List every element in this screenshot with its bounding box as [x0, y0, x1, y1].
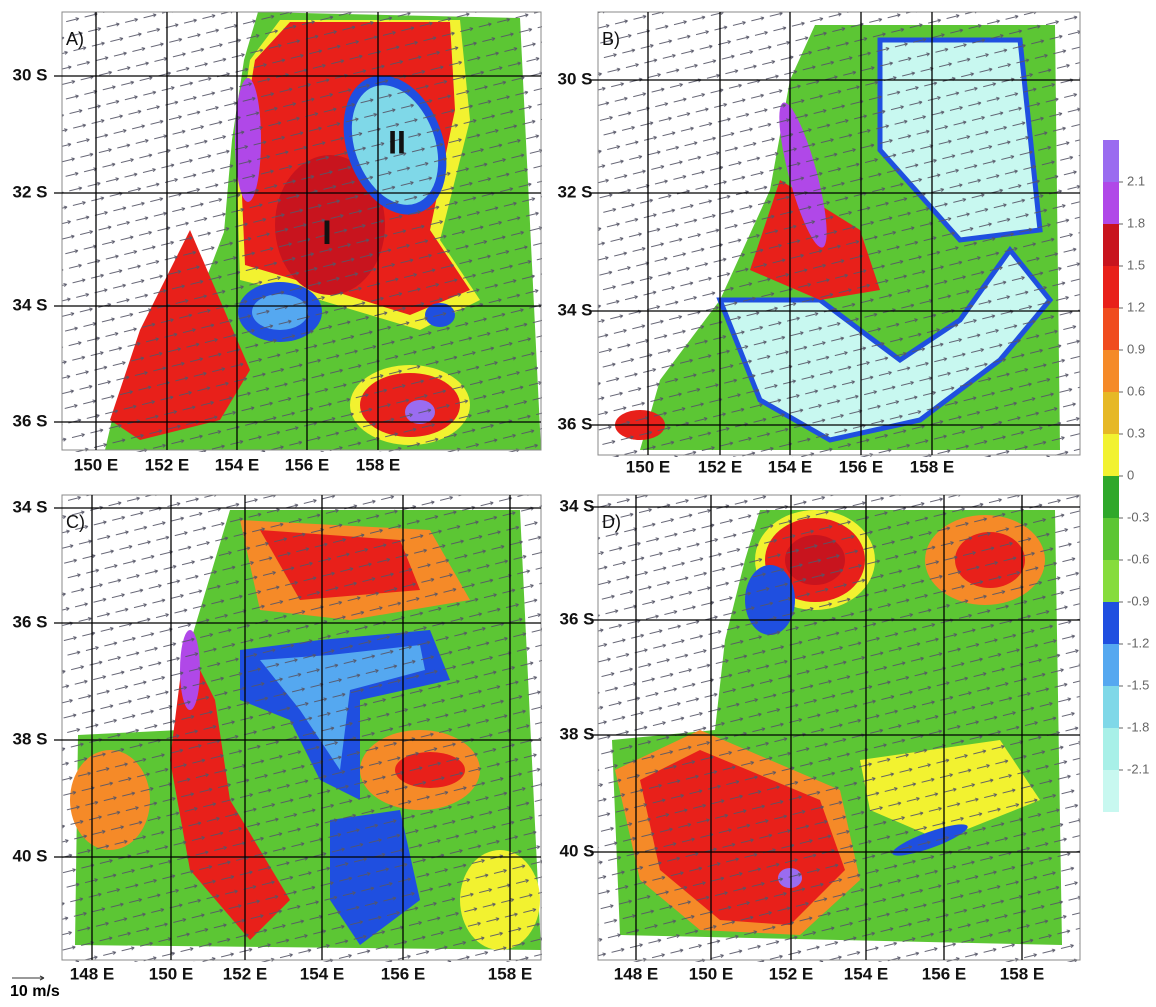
lon-tick-label: 148 E	[614, 964, 658, 983]
panel-frame	[597, 494, 1081, 961]
lat-tick-label: 34 S	[13, 497, 48, 516]
colorbar-tick-label: 0.9	[1127, 341, 1145, 356]
lat-tick-label: 40 S	[13, 846, 48, 865]
colorbar-bin	[1103, 770, 1119, 812]
panel-label: A)	[66, 29, 84, 49]
lat-tick-label: 40 S	[560, 841, 595, 860]
colorbar-tick-label: -0.3	[1127, 509, 1149, 524]
colorbar-tick-label: 1.5	[1127, 257, 1145, 272]
lon-tick-label: 154 E	[215, 455, 259, 474]
lon-tick-label: 150 E	[626, 457, 670, 476]
lat-tick-label: 38 S	[13, 729, 48, 748]
lon-tick-label: 158 E	[488, 964, 532, 983]
colorbar-tick-label: 1.8	[1127, 215, 1145, 230]
colorbar-bin	[1103, 686, 1119, 728]
lat-tick-label: 30 S	[558, 69, 593, 88]
lon-tick-label: 158 E	[356, 455, 400, 474]
lat-tick-label: 32 S	[13, 182, 48, 201]
panel-frame	[597, 11, 1081, 456]
map-panel-b	[598, 12, 1080, 457]
lat-tick-label: 34 S	[13, 295, 48, 314]
lon-tick-label: 152 E	[145, 455, 189, 474]
colorbar-bin	[1103, 308, 1119, 350]
scale-label: 10 m/s	[10, 983, 60, 1000]
lon-tick-label: 154 E	[844, 964, 888, 983]
colorbar-tick-label: 0.6	[1127, 383, 1145, 398]
lon-tick-label: 156 E	[839, 457, 883, 476]
map-panel-d	[598, 495, 1080, 962]
colorbar-bin	[1103, 266, 1119, 308]
lat-tick-label: 34 S	[560, 496, 595, 515]
colorbar-tick-label: 1.2	[1127, 299, 1145, 314]
colorbar-tick-label: -0.6	[1127, 551, 1149, 566]
lon-tick-label: 152 E	[698, 457, 742, 476]
colorbar-bin	[1103, 224, 1119, 266]
colorbar-bin	[1103, 140, 1119, 182]
lat-tick-label: 36 S	[13, 411, 48, 430]
panel-frame	[61, 11, 542, 451]
colorbar-tick-label: -1.8	[1127, 719, 1149, 734]
scale-arrow-head	[39, 975, 45, 981]
lon-tick-label: 154 E	[768, 457, 812, 476]
lon-tick-label: 156 E	[922, 964, 966, 983]
colorbar-bin	[1103, 434, 1119, 476]
lat-tick-label: 38 S	[560, 724, 595, 743]
colorbar-bin	[1103, 602, 1119, 644]
colorbar-tick-label: -1.2	[1127, 635, 1149, 650]
panel-frame	[61, 494, 542, 961]
lat-tick-label: 30 S	[13, 65, 48, 84]
lon-tick-label: 158 E	[1000, 964, 1044, 983]
annotation: I	[322, 214, 331, 252]
lon-tick-label: 156 E	[381, 964, 425, 983]
annotation: II	[388, 124, 406, 160]
panel-label: B)	[602, 29, 620, 49]
lon-tick-label: 154 E	[300, 964, 344, 983]
colorbar-tick-label: 2.1	[1127, 173, 1145, 188]
colorbar-bin	[1103, 476, 1119, 518]
lat-tick-label: 36 S	[13, 612, 48, 631]
colorbar-tick-label: -1.5	[1127, 677, 1149, 692]
colorbar-tick-label: 0.3	[1127, 425, 1145, 440]
colorbar-bin	[1103, 518, 1119, 560]
map-panel-c	[62, 495, 542, 962]
lon-tick-label: 152 E	[769, 964, 813, 983]
colorbar-bin	[1103, 728, 1119, 770]
colorbar-tick-label: 0	[1127, 467, 1134, 482]
lon-tick-label: 152 E	[223, 964, 267, 983]
colorbar-bin	[1103, 644, 1119, 686]
lon-tick-label: 150 E	[149, 964, 193, 983]
colorbar-bin	[1103, 392, 1119, 434]
lat-tick-label: 36 S	[560, 609, 595, 628]
lon-tick-label: 156 E	[285, 455, 329, 474]
lon-tick-label: 150 E	[689, 964, 733, 983]
lat-tick-label: 32 S	[558, 182, 593, 201]
colorbar-bin	[1103, 560, 1119, 602]
lon-tick-label: 150 E	[74, 455, 118, 474]
lat-tick-label: 36 S	[558, 414, 593, 433]
colorbar-bin	[1103, 182, 1119, 224]
panel-label: D)	[602, 512, 621, 532]
lat-tick-label: 34 S	[558, 300, 593, 319]
panel-label: C)	[66, 512, 85, 532]
lon-tick-label: 148 E	[70, 964, 114, 983]
map-panel-a	[62, 12, 542, 452]
colorbar-bin	[1103, 350, 1119, 392]
colorbar-tick-label: -0.9	[1127, 593, 1149, 608]
colorbar-tick-label: -2.1	[1127, 761, 1149, 776]
lon-tick-label: 158 E	[910, 457, 954, 476]
